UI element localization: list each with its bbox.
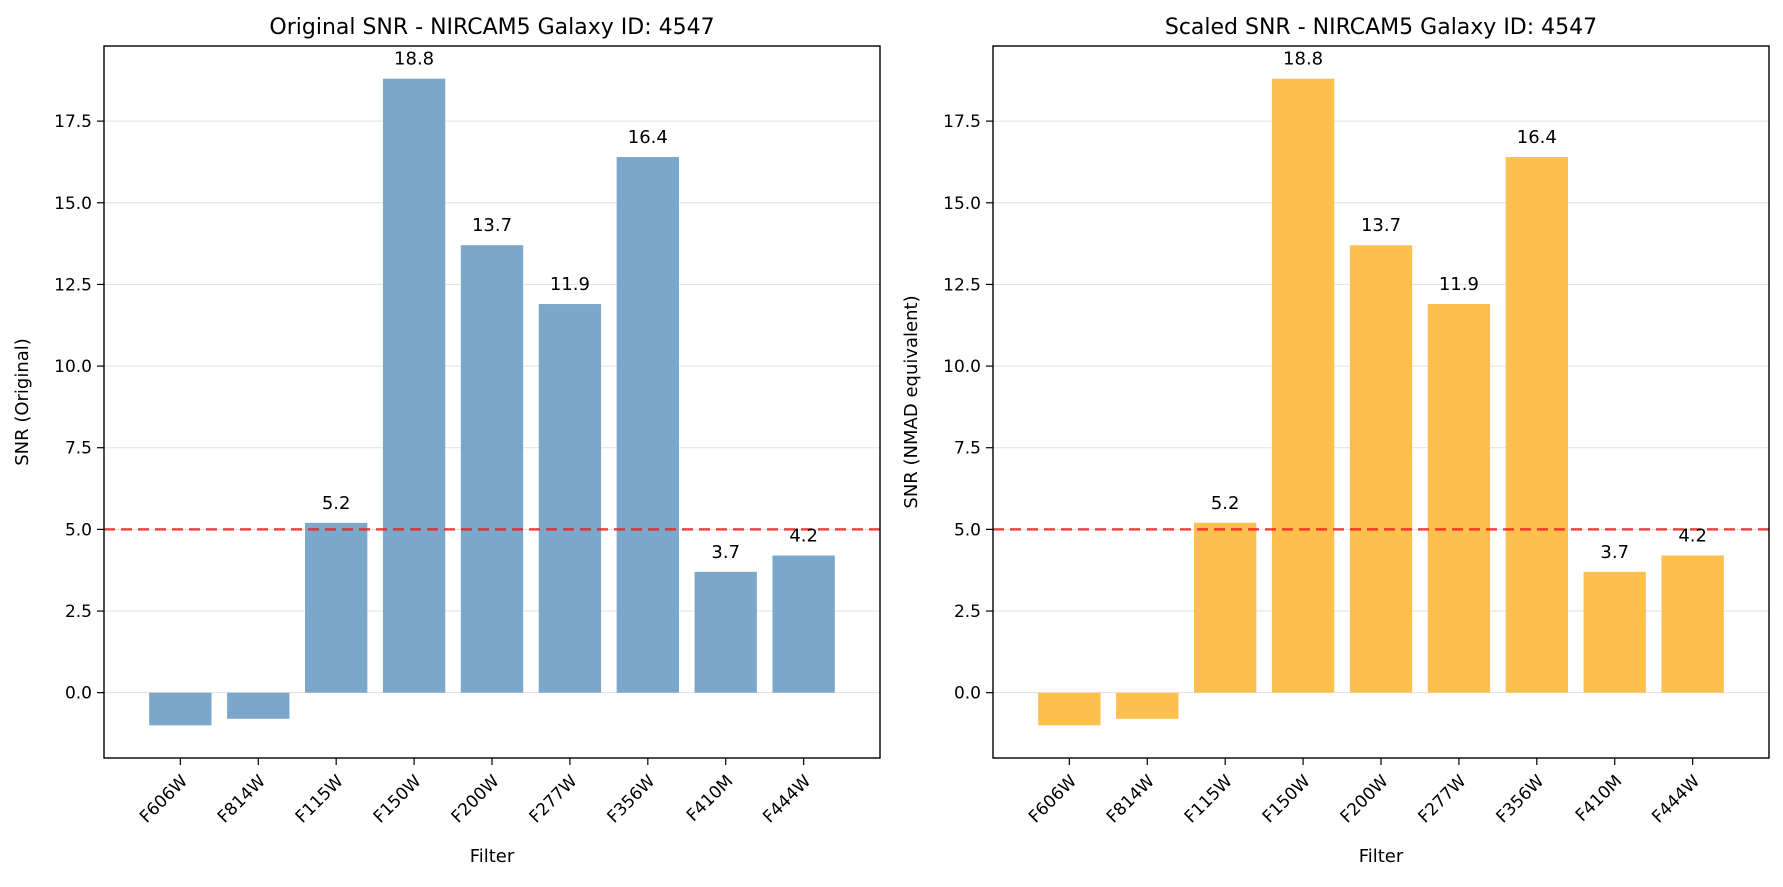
original-ytick-label: 10.0	[54, 357, 92, 377]
original-bar-f606w	[149, 692, 212, 726]
scaled-xtick-label-f356w: F356W	[1492, 771, 1548, 827]
scaled-y-axis-label: SNR (NMAD equivalent)	[901, 295, 922, 508]
scaled-xtick-label-f115w: F115W	[1181, 771, 1237, 827]
original-value-label: 16.4	[628, 127, 668, 148]
scaled-value-label: 16.4	[1517, 127, 1557, 148]
scaled-ytick-label: 7.5	[954, 439, 981, 459]
original-value-label: 3.7	[711, 542, 740, 563]
scaled-ytick-label: 0.0	[954, 684, 981, 704]
original-xtick-label-f277w: F277W	[526, 771, 582, 827]
scaled-xtick-label-f410m: F410M	[1572, 771, 1626, 825]
scaled-xtick-label-f277w: F277W	[1415, 771, 1471, 827]
scaled-bar-f606w	[1038, 692, 1101, 726]
scaled-value-label: 18.8	[1283, 49, 1323, 70]
scaled-bar-f356w	[1505, 157, 1568, 693]
scaled-ytick-label: 15.0	[943, 194, 981, 214]
original-panel: 5.2 18.8 13.7 11.9 16.4 3.7 4.2 0.0 2.5 5.0 7.5 10.…	[12, 15, 881, 867]
original-xtick-label-f410m: F410M	[683, 771, 737, 825]
scaled-value-label: 4.2	[1678, 526, 1707, 547]
scaled-value-label: 13.7	[1361, 215, 1401, 236]
original-y-axis-label: SNR (Original)	[12, 338, 33, 466]
original-xtick-label-f606w: F606W	[136, 771, 192, 827]
scaled-value-label: 11.9	[1439, 274, 1479, 295]
scaled-ytick-label: 5.0	[954, 520, 981, 540]
original-ytick-label: 17.5	[54, 112, 92, 132]
scaled-xtick-label-f814w: F814W	[1103, 771, 1159, 827]
original-ytick-label: 2.5	[65, 602, 92, 622]
original-xtick-label-f115w: F115W	[292, 771, 348, 827]
scaled-value-label: 5.2	[1211, 493, 1240, 514]
original-chart-title: Original SNR - NIRCAM5 Galaxy ID: 4547	[269, 15, 714, 40]
scaled-ytick-label: 17.5	[943, 112, 981, 132]
scaled-x-axis-label: Filter	[1359, 846, 1404, 867]
scaled-bar-f444w	[1661, 555, 1724, 693]
scaled-bar-f150w	[1271, 78, 1335, 693]
original-ytick-label: 7.5	[65, 439, 92, 459]
scaled-panel: 5.2 18.8 13.7 11.9 16.4 3.7 4.2 0.0 2.5 5.0 7.5 10.…	[901, 15, 1770, 867]
original-value-label: 11.9	[550, 274, 590, 295]
original-bar-f444w	[772, 555, 835, 693]
scaled-xtick-label-f150w: F150W	[1259, 771, 1315, 827]
original-bar-f410m	[694, 571, 757, 693]
scaled-bar-f277w	[1427, 304, 1491, 693]
original-value-label: 5.2	[322, 493, 351, 514]
original-ytick-label: 5.0	[65, 520, 92, 540]
original-value-label: 4.2	[789, 526, 818, 547]
scaled-bar-f814w	[1116, 692, 1179, 719]
original-xtick-label-f444w: F444W	[759, 771, 815, 827]
original-ytick-label: 15.0	[54, 194, 92, 214]
original-bar-f814w	[227, 692, 290, 719]
original-ytick-label: 0.0	[65, 684, 92, 704]
original-x-axis-label: Filter	[470, 846, 515, 867]
scaled-ytick-label: 12.5	[943, 275, 981, 295]
scaled-bar-f410m	[1583, 571, 1646, 693]
scaled-ytick-label: 10.0	[943, 357, 981, 377]
original-bar-f150w	[382, 78, 446, 693]
scaled-ytick-label: 2.5	[954, 602, 981, 622]
scaled-xtick-label-f444w: F444W	[1648, 771, 1704, 827]
original-xtick-label-f814w: F814W	[214, 771, 270, 827]
original-bar-f200w	[460, 245, 524, 693]
scaled-bar-f115w	[1194, 522, 1257, 693]
scaled-xtick-label-f200w: F200W	[1337, 771, 1393, 827]
scaled-chart-title: Scaled SNR - NIRCAM5 Galaxy ID: 4547	[1165, 15, 1597, 40]
original-bar-f356w	[616, 157, 679, 693]
original-ytick-label: 12.5	[54, 275, 92, 295]
original-bar-f115w	[305, 522, 368, 693]
original-xtick-label-f200w: F200W	[448, 771, 504, 827]
scaled-bar-f200w	[1349, 245, 1413, 693]
scaled-xtick-label-f606w: F606W	[1025, 771, 1081, 827]
original-xtick-label-f150w: F150W	[370, 771, 426, 827]
original-bar-f277w	[538, 304, 602, 693]
original-value-label: 13.7	[472, 215, 512, 236]
original-value-label: 18.8	[394, 49, 434, 70]
scaled-value-label: 3.7	[1600, 542, 1629, 563]
original-xtick-label-f356w: F356W	[603, 771, 659, 827]
